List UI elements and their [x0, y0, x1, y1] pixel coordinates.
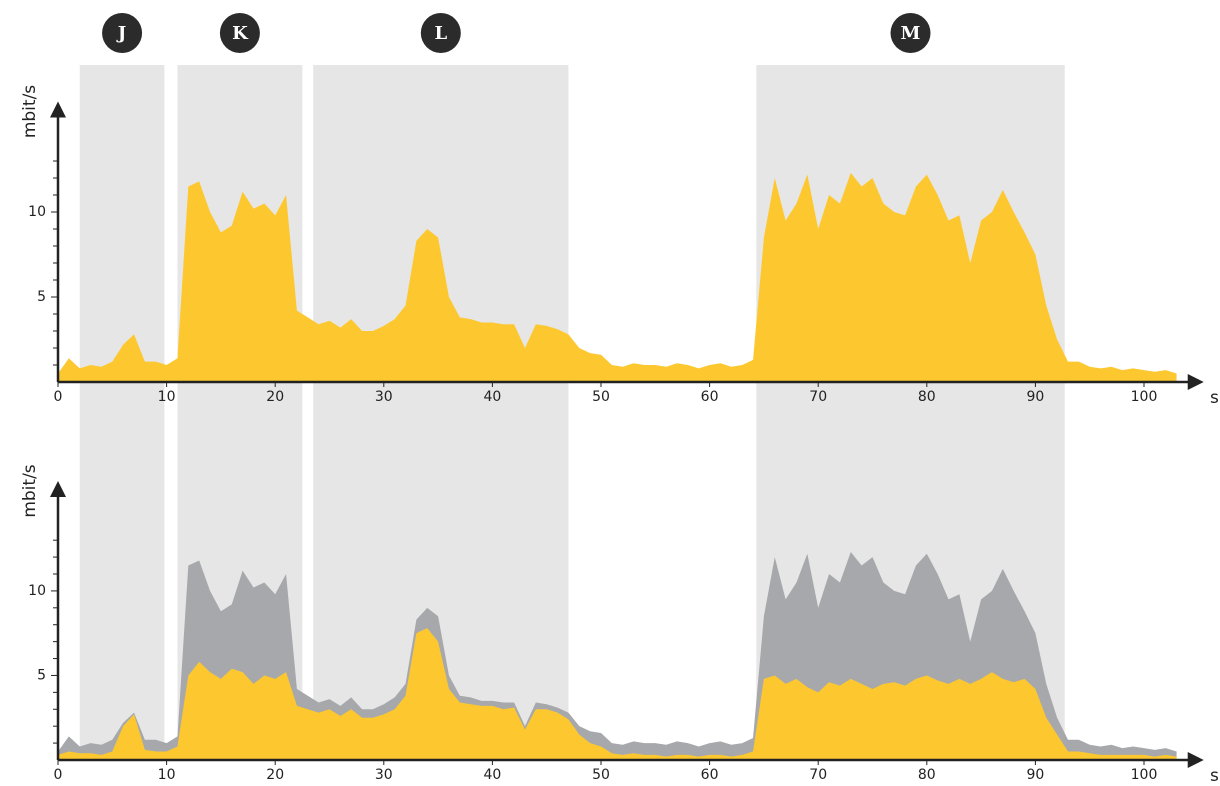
x-tick-label: 50 — [592, 767, 610, 783]
x-tick-label: 100 — [1131, 767, 1158, 783]
region-badge — [420, 13, 461, 53]
region-badge — [102, 13, 143, 53]
x-tick-label: 20 — [266, 389, 284, 405]
y-tick-label: 5 — [37, 289, 46, 305]
x-axis-label: s — [1210, 766, 1219, 786]
y-axis-arrow — [50, 481, 66, 497]
region-label: K — [232, 23, 249, 44]
x-tick-label: 0 — [54, 389, 63, 405]
y-tick-label: 5 — [37, 667, 46, 683]
x-tick-label: 90 — [1026, 767, 1044, 783]
x-tick-label: 0 — [54, 767, 63, 783]
x-tick-label: 10 — [158, 767, 176, 783]
x-tick-label: 80 — [918, 389, 936, 405]
x-tick-label: 80 — [918, 767, 936, 783]
x-axis-arrow — [1187, 752, 1204, 768]
x-axis-label: s — [1210, 388, 1219, 408]
region-label: M — [901, 23, 921, 44]
x-tick-label: 60 — [701, 767, 719, 783]
y-tick-label: 10 — [28, 204, 46, 220]
region-badge — [219, 13, 260, 53]
x-tick-label: 90 — [1026, 389, 1044, 405]
region-band — [79, 65, 165, 760]
y-tick-label: 10 — [28, 583, 46, 599]
x-tick-label: 70 — [809, 389, 827, 405]
x-tick-label: 20 — [266, 767, 284, 783]
area — [58, 172, 1177, 382]
x-tick-label: 70 — [809, 767, 827, 783]
region-label: L — [434, 23, 447, 44]
x-tick-label: 30 — [375, 767, 393, 783]
x-tick-label: 30 — [375, 389, 393, 405]
area — [58, 628, 1177, 760]
x-axis-arrow — [1187, 374, 1204, 390]
x-tick-label: 40 — [483, 767, 501, 783]
y-axis-arrow — [50, 101, 66, 118]
x-tick-label: 50 — [592, 389, 610, 405]
x-tick-label: 10 — [158, 389, 176, 405]
x-tick-label: 40 — [483, 389, 501, 405]
x-tick-label: 100 — [1131, 389, 1158, 405]
region-label: J — [116, 23, 127, 44]
y-axis-label: mbit/s — [20, 85, 40, 138]
region-badge — [890, 13, 931, 53]
y-axis-label: mbit/s — [20, 464, 40, 517]
x-tick-label: 60 — [701, 389, 719, 405]
